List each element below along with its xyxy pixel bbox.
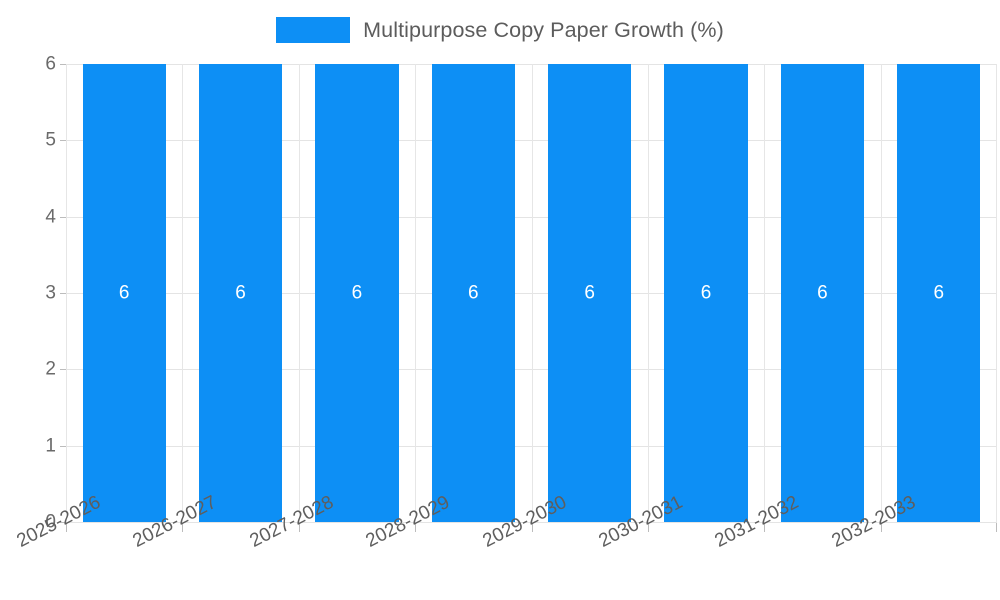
gridline-vertical	[648, 64, 649, 522]
bar[interactable]: 6	[198, 64, 283, 522]
x-axis-tick-label: 2032-2033	[828, 491, 919, 552]
gridline-vertical	[182, 64, 183, 522]
x-axis-tick-mark	[299, 523, 300, 532]
legend-swatch-icon[interactable]	[276, 17, 351, 43]
y-axis-tick-label: 0	[45, 511, 56, 533]
bar[interactable]: 6	[897, 64, 981, 522]
bar-value-label: 6	[700, 282, 712, 304]
x-axis-tick-mark	[996, 523, 997, 532]
bar-value-label: 6	[933, 282, 945, 304]
gridline-vertical	[66, 64, 67, 522]
y-axis-tick-mark	[60, 64, 66, 65]
gridline-vertical	[881, 64, 882, 522]
y-axis-tick-mark	[60, 445, 66, 447]
bar-value-label: 6	[351, 282, 363, 304]
x-axis-tick-mark	[881, 523, 882, 532]
bar-value-label: 6	[235, 282, 246, 304]
legend-label[interactable]: Multipurpose Copy Paper Growth (%)	[363, 17, 724, 42]
y-axis-labels: 0 1 2 3 4 5 6	[0, 0, 56, 600]
y-axis-tick-mark	[60, 369, 66, 371]
x-axis-tick-label: 2029-2030	[479, 491, 570, 552]
x-axis-tick-label: 2025-2026	[13, 491, 105, 552]
gridline-horizontal	[66, 216, 997, 218]
bar[interactable]: 6	[548, 64, 632, 522]
x-axis-tick-mark	[182, 523, 183, 532]
x-axis-tick-label: 2030-2031	[595, 491, 686, 552]
gridline-vertical	[764, 64, 765, 522]
y-axis-tick-mark	[60, 522, 66, 523]
x-axis-tick-label: 2027-2028	[246, 491, 337, 552]
y-axis-tick-label: 4	[45, 206, 56, 228]
gridline-horizontal	[66, 522, 997, 523]
gridline-vertical	[532, 64, 533, 522]
bar-value-label: 6	[584, 282, 595, 304]
chart-legend: Multipurpose Copy Paper Growth (%)	[0, 12, 1000, 48]
x-axis-tick-label: 2028-2029	[362, 491, 454, 552]
y-axis-tick-label: 3	[45, 282, 56, 304]
bar[interactable]: 6	[431, 64, 515, 522]
gridline-horizontal	[66, 64, 997, 65]
bar-value-label: 6	[118, 282, 130, 304]
gridline-horizontal	[66, 293, 997, 294]
y-axis-tick-label: 1	[45, 435, 56, 457]
x-axis-tick-mark	[648, 523, 649, 532]
y-axis-tick-label: 5	[45, 129, 56, 151]
y-axis-tick-mark	[60, 216, 66, 218]
x-axis-tick-label: 2026-2027	[129, 491, 221, 552]
bar[interactable]: 6	[664, 64, 748, 522]
x-axis-tick-mark	[532, 523, 533, 532]
y-axis-tick-label: 2	[45, 358, 56, 380]
bar-value-label: 6	[817, 282, 828, 304]
y-axis-tick-mark	[60, 293, 66, 294]
bar[interactable]: 6	[780, 64, 865, 522]
bar[interactable]: 6	[315, 64, 399, 522]
gridline-vertical	[299, 64, 300, 522]
x-axis-tick-mark	[66, 523, 67, 532]
gridline-horizontal	[66, 140, 997, 142]
gridline-vertical	[415, 64, 416, 522]
gridline-horizontal	[66, 369, 997, 371]
bar[interactable]: 6	[82, 64, 166, 522]
plot-area: 6 6 6 6 6 6 6 6	[66, 64, 997, 523]
y-axis-tick-label: 6	[45, 53, 56, 75]
gridline-horizontal	[66, 445, 997, 447]
gridline-vertical	[996, 64, 997, 522]
bar-value-label: 6	[468, 282, 479, 304]
y-axis-tick-mark	[60, 140, 66, 142]
x-axis-tick-label: 2031-2032	[711, 491, 803, 552]
x-axis-tick-mark	[764, 523, 765, 532]
x-axis-tick-mark	[415, 523, 416, 532]
